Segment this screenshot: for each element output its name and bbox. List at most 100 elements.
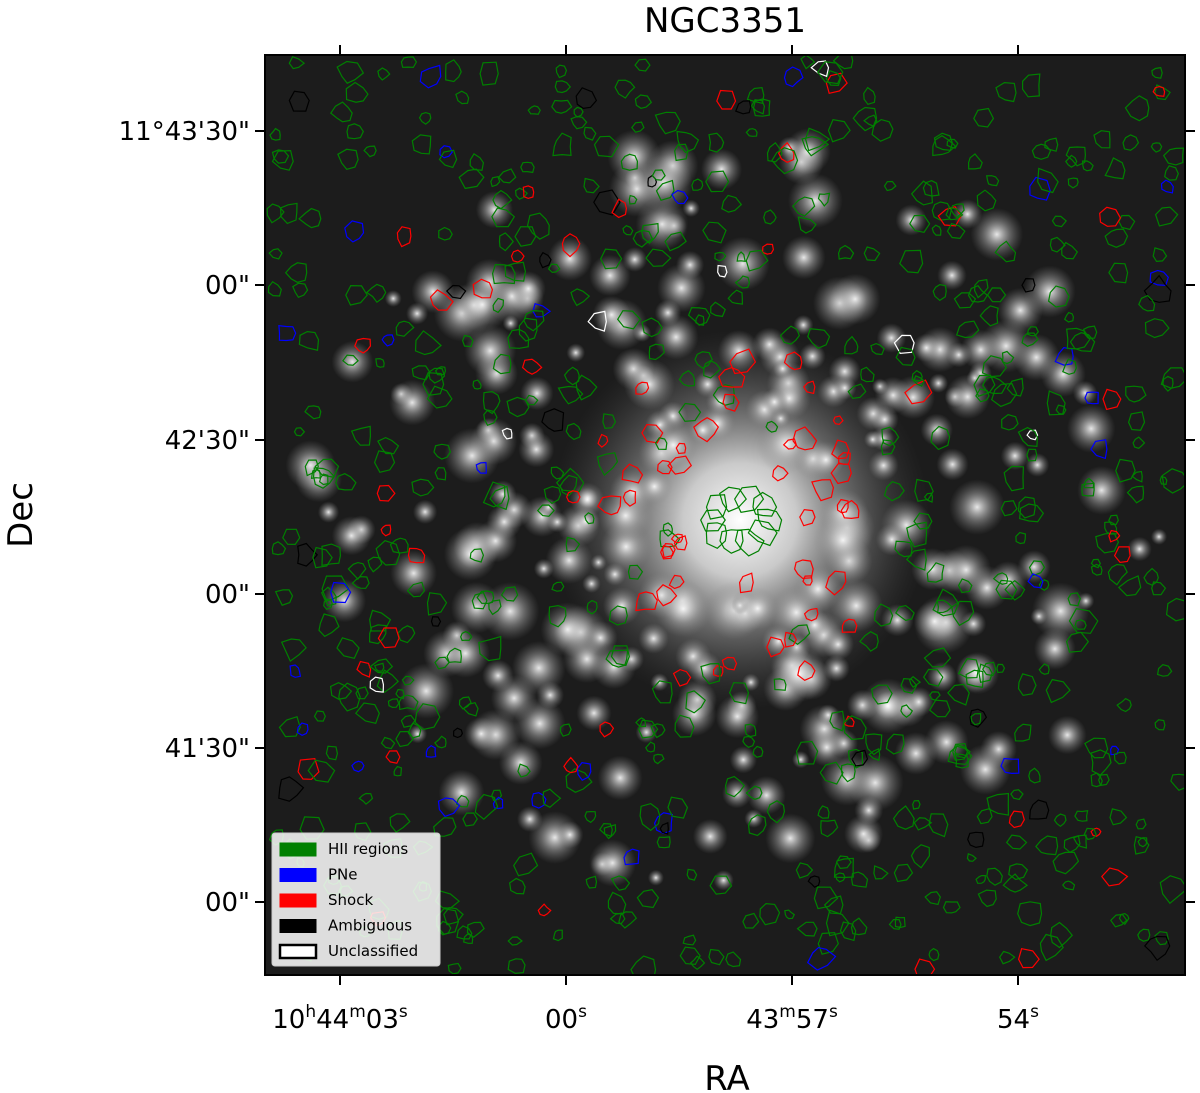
region-contour	[1159, 475, 1168, 486]
legend-swatch	[279, 868, 317, 882]
hii-glow	[489, 480, 517, 508]
region-contour	[967, 831, 985, 849]
hii-glow	[566, 343, 586, 363]
hii-glow	[752, 327, 787, 362]
hii-glow	[692, 818, 728, 854]
region-contour	[630, 955, 657, 975]
region-contour	[894, 916, 906, 929]
region-contour	[369, 658, 394, 674]
region-contour	[689, 955, 706, 971]
region-contour	[369, 609, 392, 632]
region-contour	[871, 118, 894, 142]
hii-glow	[894, 732, 938, 775]
hii-glow	[653, 314, 699, 360]
hii-glow	[1072, 380, 1098, 406]
region-contour	[1026, 429, 1039, 441]
region-contour	[407, 547, 426, 564]
region-contour	[605, 649, 629, 668]
region-contour	[804, 127, 831, 152]
region-contour	[700, 662, 721, 685]
x-tick-label-part: 00	[545, 1005, 578, 1035]
x-tick-label-part: s	[399, 1002, 408, 1022]
region-contour	[400, 56, 418, 69]
region-contour	[1017, 901, 1043, 927]
region-contour	[1065, 631, 1090, 653]
x-tick-label-part: 44	[316, 1005, 349, 1035]
region-contour	[803, 380, 816, 395]
region-contour	[507, 328, 530, 349]
legend: HII regions PNe Shock Ambiguous Unclassified	[271, 832, 441, 967]
region-contour	[975, 388, 990, 403]
hii-glow	[539, 498, 558, 517]
region-contour	[952, 742, 969, 761]
region-contour	[573, 106, 584, 118]
region-contour	[346, 123, 364, 140]
region-contour	[351, 575, 370, 589]
hii-glow	[807, 728, 846, 767]
hii-glow	[603, 562, 627, 586]
region-contour	[662, 522, 673, 537]
hii-glow	[959, 744, 1011, 795]
region-contour	[513, 852, 539, 877]
region-contour	[602, 413, 617, 429]
region-contour	[583, 126, 597, 141]
region-contour	[1038, 663, 1050, 675]
region-contour	[850, 917, 868, 936]
hii-glow	[936, 448, 969, 481]
region-contour	[1044, 137, 1059, 152]
region-contour	[825, 72, 848, 95]
hii-glow	[829, 273, 881, 325]
region-contour	[354, 337, 372, 354]
region-contour	[385, 750, 401, 764]
region-contour	[318, 473, 329, 486]
hii-glow	[1000, 441, 1030, 471]
region-contour	[458, 696, 472, 710]
x-tick-label-part: s	[1030, 1002, 1039, 1022]
region-contour	[347, 561, 367, 581]
region-contour	[752, 98, 771, 117]
region-contour	[675, 442, 687, 455]
region-contour	[1164, 165, 1179, 181]
region-contour	[433, 817, 457, 837]
region-contour	[472, 278, 494, 299]
region-contour	[395, 730, 414, 748]
region-contour	[518, 317, 538, 342]
x-tick-label-part: s	[578, 1002, 587, 1022]
region-contour	[636, 889, 660, 909]
hii-glow	[384, 290, 402, 307]
region-contour	[547, 263, 561, 274]
region-contour	[928, 691, 941, 701]
region-contour	[575, 87, 598, 110]
region-contour	[637, 719, 659, 739]
region-contour	[536, 504, 555, 517]
region-contour	[356, 660, 372, 678]
region-contour	[456, 925, 473, 940]
region-contour	[721, 656, 738, 671]
legend-label: PNe	[328, 866, 358, 884]
hii-glow	[829, 579, 883, 633]
region-contour	[795, 740, 819, 765]
region-contour	[587, 310, 607, 332]
region-contour	[635, 381, 650, 395]
region-contour	[773, 678, 787, 691]
region-contour	[393, 765, 403, 777]
region-contour	[336, 637, 360, 659]
region-contour	[342, 354, 359, 366]
region-contour	[892, 805, 915, 830]
region-contour	[380, 524, 392, 537]
region-contour	[297, 757, 320, 780]
region-contour	[1159, 875, 1185, 905]
region-contour	[779, 325, 800, 345]
hii-glow	[736, 587, 779, 630]
region-contour	[620, 153, 639, 171]
region-contour	[851, 749, 869, 767]
region-contour	[676, 130, 700, 154]
region-contour	[434, 735, 447, 749]
hii-glow	[592, 295, 631, 334]
region-contour	[411, 478, 435, 497]
region-contour	[482, 390, 501, 415]
region-contour	[714, 251, 727, 262]
region-contour	[953, 292, 977, 309]
region-contour	[1000, 500, 1018, 517]
region-contour	[634, 94, 653, 109]
